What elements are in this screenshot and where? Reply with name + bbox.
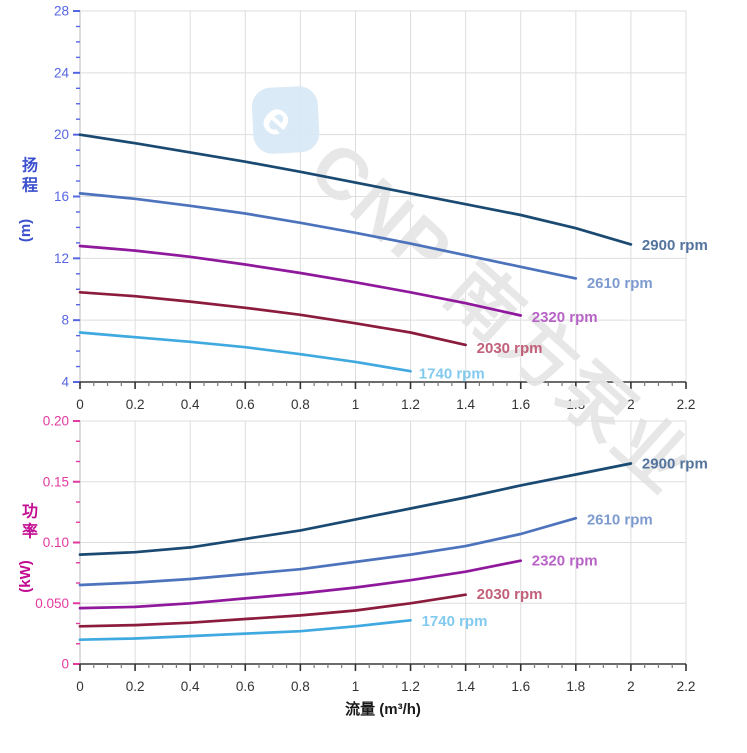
- x-tick-label: 2.2: [677, 679, 696, 694]
- curve-label: 2320 rpm: [532, 309, 598, 326]
- x-tick-label: 2.2: [677, 397, 696, 412]
- series-2610-rpm: 2610 rpm: [78, 192, 653, 292]
- x-tick-label: 2: [627, 679, 635, 694]
- curve-line: [78, 192, 578, 280]
- series-2900-rpm: 2900 rpm: [78, 456, 708, 556]
- y-tick-label: 0.15: [43, 474, 69, 489]
- y-tick-label: 20: [54, 127, 69, 142]
- x-tick-label: 0.4: [181, 679, 200, 694]
- x-tick-label: 0.8: [291, 679, 310, 694]
- x-tick-label: 0.4: [181, 397, 200, 412]
- curve-line: [78, 593, 467, 628]
- x-tick-label: 1.4: [456, 679, 475, 694]
- x-tick-label: 0.2: [126, 397, 145, 412]
- x-tick-label: 1.2: [401, 397, 420, 412]
- series-2320-rpm: 2320 rpm: [78, 244, 598, 326]
- x-axis-title: 流量 (m³/h): [345, 700, 421, 718]
- x-axis-ticks: 0 0.2 0.4 0.6 0.8 1 1.2 1.4 1.6 1.8 2 2.2: [76, 382, 695, 412]
- curve-label: 2900 rpm: [642, 456, 708, 473]
- y-tick-label: 28: [54, 4, 69, 19]
- x-tick-label: 0.2: [126, 679, 145, 694]
- grid-lines: [80, 420, 687, 664]
- y-tick-label: 0.050: [35, 596, 69, 611]
- head-curve-plot: 4 8 12 16 20 24 28 0 0.2 0.4 0.6 0.8 1 1.2 1.4 1.6 1.8 2 2…: [54, 4, 695, 413]
- y-tick-label: 8: [61, 313, 69, 328]
- series-2030-rpm: 2030 rpm: [78, 290, 543, 357]
- curve-line: [78, 559, 523, 610]
- series-2900-rpm: 2900 rpm: [78, 133, 708, 254]
- series-2030-rpm: 2030 rpm: [78, 586, 543, 628]
- curve-label: 2030 rpm: [477, 340, 543, 357]
- y-axis-ticks: 0 0.050 0.10 0.15 0.20: [35, 414, 80, 672]
- x-tick-label: 0.8: [291, 397, 310, 412]
- series-1740-rpm: 1740 rpm: [78, 613, 488, 642]
- x-tick-label: 1: [352, 397, 360, 412]
- curve-line: [78, 133, 633, 246]
- curve-label: 2030 rpm: [477, 586, 543, 603]
- curve-line: [78, 331, 412, 373]
- x-tick-label: 0.6: [236, 397, 255, 412]
- y-tick-label: 12: [54, 251, 69, 266]
- y-tick-label: 16: [54, 189, 69, 204]
- x-tick-label: 1.8: [566, 397, 585, 412]
- x-tick-label: 1.4: [456, 397, 475, 412]
- series-1740-rpm: 1740 rpm: [78, 331, 485, 382]
- y-axis-unit-label: (m): [17, 219, 34, 242]
- curve-label: 2610 rpm: [587, 511, 653, 528]
- y-axis-title-char: 扬: [22, 156, 38, 175]
- y-tick-label: 24: [54, 65, 70, 80]
- power-curve-y-axis-title: 功率 (kW): [17, 503, 38, 593]
- y-tick-label: 0: [61, 657, 69, 672]
- x-tick-label: 0.6: [236, 679, 255, 694]
- y-axis-title-char: 程: [22, 177, 38, 195]
- grid-lines: [80, 10, 687, 382]
- x-tick-label: 0: [76, 679, 84, 694]
- x-tick-label: 1.6: [511, 679, 530, 694]
- x-tick-label: 1.6: [511, 397, 530, 412]
- y-axis-title-char: 功: [22, 503, 38, 521]
- x-tick-label: 0: [76, 397, 84, 412]
- curve-line: [78, 244, 523, 317]
- y-axis-ticks: 4 8 12 16 20 24 28: [54, 4, 80, 390]
- x-tick-label: 1.2: [401, 679, 420, 694]
- y-tick-label: 0.10: [43, 535, 69, 550]
- curve-line: [78, 290, 467, 347]
- curve-label: 1740 rpm: [422, 613, 488, 630]
- x-tick-label: 2: [627, 397, 635, 412]
- watermark-logo-icon: [251, 86, 320, 154]
- y-tick-label: 4: [61, 375, 69, 390]
- curve-line: [78, 618, 412, 642]
- curve-label: 2900 rpm: [642, 237, 708, 254]
- y-axis-title-char: 率: [22, 522, 38, 541]
- curve-label: 2320 rpm: [532, 553, 598, 570]
- y-axis-unit-label: (kW): [17, 560, 34, 593]
- x-axis-ticks: 0 0.2 0.4 0.6 0.8 1 1.2 1.4 1.6 1.8 2 2.2: [76, 664, 695, 694]
- series-2320-rpm: 2320 rpm: [78, 553, 598, 610]
- y-tick-label: 0.20: [43, 414, 69, 429]
- x-tick-label: 1: [352, 679, 360, 694]
- series-2610-rpm: 2610 rpm: [78, 511, 653, 587]
- curve-line: [78, 462, 633, 556]
- head-curve-y-axis-title: 扬程 (m): [17, 156, 38, 243]
- power-curve-plot: 0 0.050 0.10 0.15 0.20 0 0.2 0.4 0.6 0.8 1 1.2 1.4 1.…: [35, 414, 695, 695]
- x-tick-label: 1.8: [566, 679, 585, 694]
- curve-label: 1740 rpm: [419, 365, 485, 382]
- curve-line: [78, 516, 578, 587]
- curve-label: 2610 rpm: [587, 275, 653, 292]
